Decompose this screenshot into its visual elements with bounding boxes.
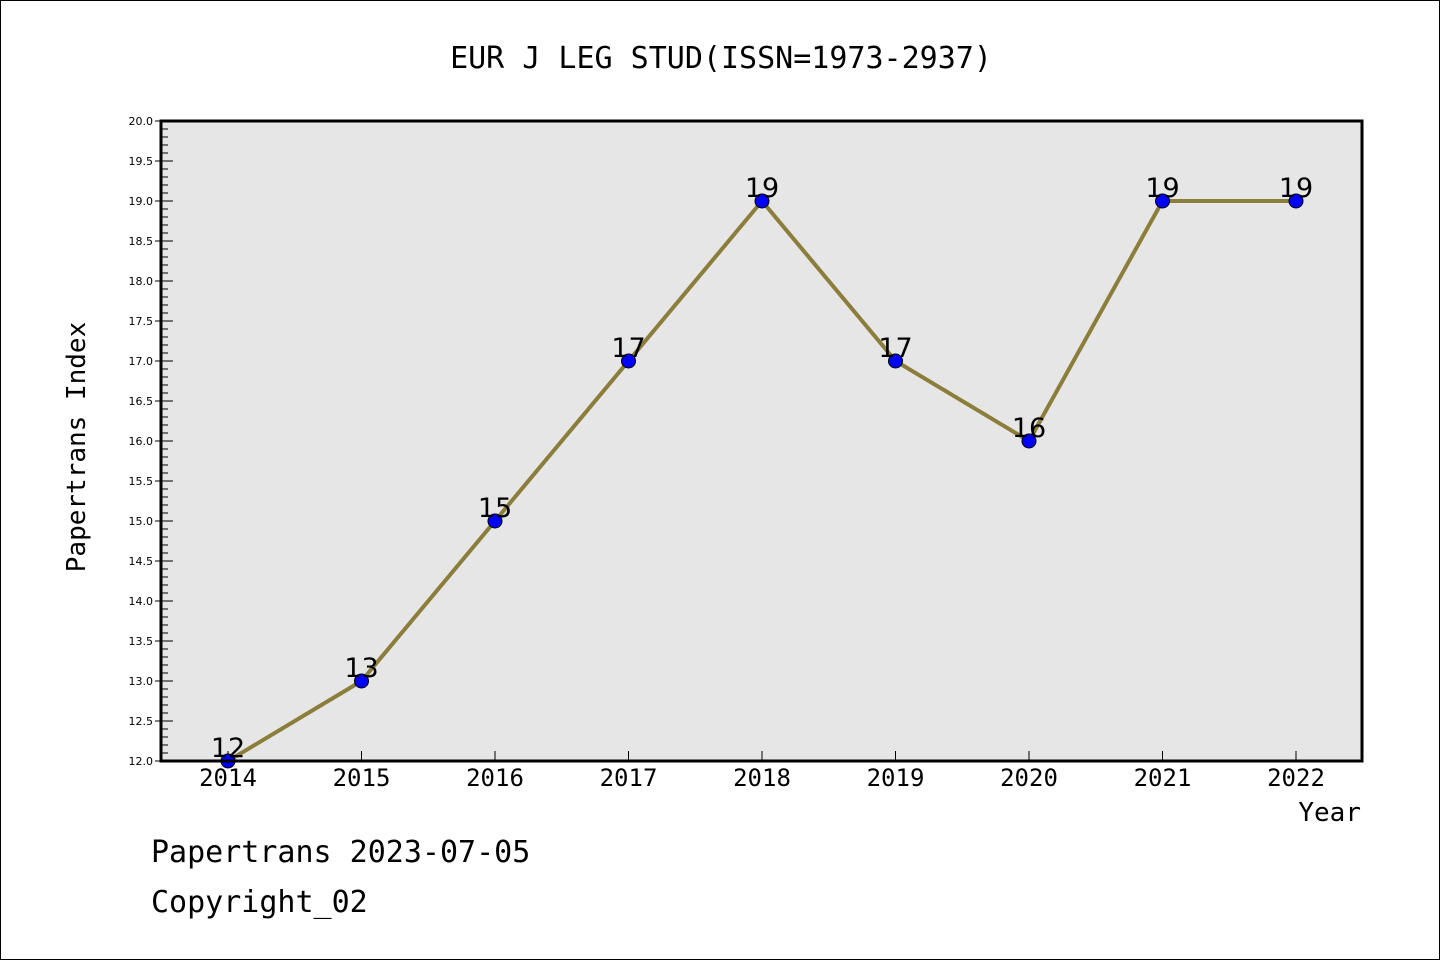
x-axis-label: Year — [1298, 798, 1361, 828]
y-tick-label: 13.5 — [129, 635, 154, 648]
y-tick-label: 12.5 — [129, 715, 154, 728]
chart-title: EUR J LEG STUD(ISSN=1973-2937) — [450, 41, 992, 76]
y-tick-label: 18.0 — [129, 275, 154, 288]
data-label: 17 — [878, 333, 912, 364]
data-point — [621, 353, 636, 369]
data-point — [487, 513, 503, 529]
data-point — [354, 673, 369, 689]
data-point — [754, 193, 770, 209]
x-tick-label: 2020 — [1000, 764, 1058, 792]
footer-date: Papertrans 2023-07-05 — [151, 835, 531, 870]
plot-area — [161, 121, 1362, 761]
y-tick-label: 19.5 — [129, 155, 154, 168]
data-point — [1021, 433, 1037, 449]
y-tick-label: 12.0 — [129, 755, 154, 768]
y-tick-label: 16.0 — [129, 435, 154, 448]
data-label: 15 — [478, 493, 512, 524]
data-label: 13 — [344, 653, 378, 684]
plot-frame — [159, 119, 1364, 763]
y-tick-label: 14.5 — [129, 555, 154, 568]
y-axis-label: Papertrans Index — [62, 322, 92, 572]
footer-copyright: Copyright_02 — [151, 885, 368, 920]
data-point — [1155, 193, 1170, 209]
data-labels-group: 12 13 15 17 19 17 16 19 19 — [211, 173, 1313, 764]
series-points-group — [220, 193, 1304, 769]
y-tick-label: 17.5 — [129, 315, 154, 328]
data-label: 19 — [745, 173, 779, 204]
x-axis-ticks: 2014 2015 2016 2017 2018 2019 2020 2021 2022 — [199, 751, 1325, 792]
y-tick-label: 18.5 — [129, 235, 154, 248]
x-tick-label: 2014 — [199, 764, 257, 792]
data-label: 17 — [611, 333, 645, 364]
data-label: 19 — [1145, 173, 1179, 204]
x-tick-label: 2019 — [867, 764, 925, 792]
y-tick-label: 16.5 — [129, 395, 154, 408]
x-tick-label: 2015 — [333, 764, 391, 792]
y-tick-label: 17.0 — [129, 355, 154, 368]
data-label: 19 — [1279, 173, 1313, 204]
x-tick-label: 2016 — [466, 764, 524, 792]
x-tick-label: 2022 — [1267, 764, 1325, 792]
y-major-ticks: 12.0 12.5 13.0 13.5 14.0 14.5 15.0 15.5 16.0 16.5… — [129, 115, 173, 768]
data-label: 16 — [1012, 413, 1046, 444]
x-tick-label: 2021 — [1134, 764, 1192, 792]
y-tick-label: 13.0 — [129, 675, 154, 688]
data-label: 12 — [211, 733, 245, 764]
data-point — [888, 353, 903, 369]
x-tick-label: 2018 — [733, 764, 791, 792]
y-tick-label: 15.5 — [129, 475, 154, 488]
x-tick-label: 2017 — [600, 764, 658, 792]
data-point — [1288, 193, 1304, 209]
y-tick-label: 14.0 — [129, 595, 154, 608]
y-tick-label: 19.0 — [129, 195, 154, 208]
y-tick-label: 15.0 — [129, 515, 154, 528]
y-tick-label: 20.0 — [129, 115, 154, 128]
